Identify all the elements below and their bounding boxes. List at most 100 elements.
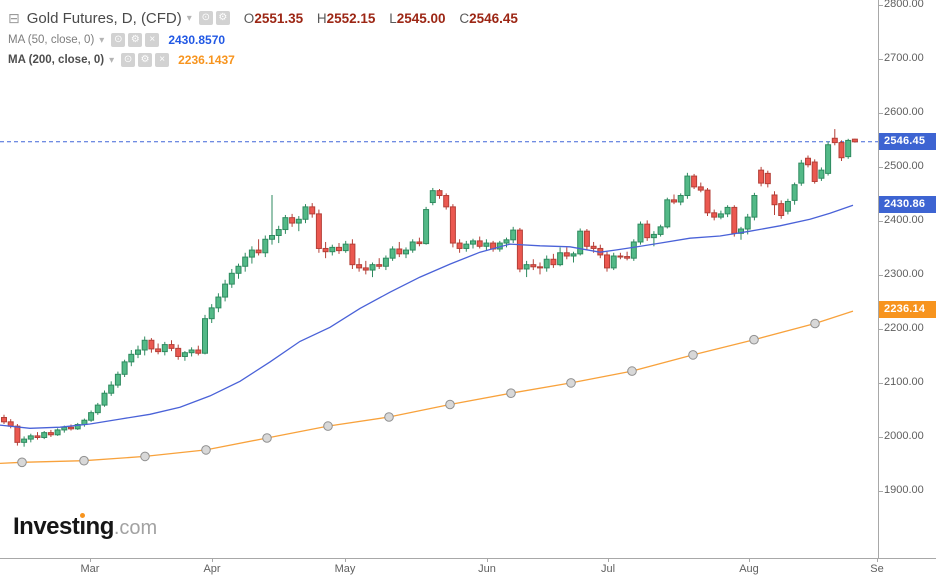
candle-down xyxy=(691,175,698,188)
ma200-legend-row[interactable]: MA (200, close, 0) ▾ ⊙ ⚙ × 2236.1437 xyxy=(8,50,518,70)
candle-up xyxy=(181,352,188,357)
candle-up xyxy=(161,344,168,353)
ma-point-marker xyxy=(688,350,698,360)
ma50-line xyxy=(0,204,854,429)
investing-com-logo[interactable]: Investı ng.com xyxy=(13,513,157,541)
candle-up xyxy=(389,248,396,259)
close-icon[interactable]: × xyxy=(155,53,170,67)
chart-legend: ⊟ Gold Futures, D, (CFD) ▾ ⊙ ⚙ O2551.35 … xyxy=(8,6,518,70)
candle-down xyxy=(1,417,7,423)
price-axis-line xyxy=(878,0,879,558)
candle-down xyxy=(309,206,316,215)
time-tick-label: Apr xyxy=(203,563,221,575)
time-tick-label: Mar xyxy=(80,563,100,575)
visibility-icon[interactable]: ⊙ xyxy=(111,33,126,47)
chevron-down-icon[interactable]: ▾ xyxy=(99,34,105,46)
ohlc-readout: O2551.35 H2552.15 L2545.00 C2546.45 xyxy=(244,11,518,26)
gear-icon[interactable]: ⚙ xyxy=(138,53,153,67)
price-tick-mark xyxy=(878,166,883,168)
price-tick-label: 2800.00 xyxy=(884,0,924,11)
candle-down xyxy=(617,255,624,258)
price-tick-mark xyxy=(878,4,883,6)
candle-up xyxy=(382,257,389,267)
ma-point-marker xyxy=(384,412,394,422)
time-tick-label: Jul xyxy=(600,563,616,575)
candle-up xyxy=(577,230,584,255)
visibility-icon[interactable]: ⊙ xyxy=(198,11,213,25)
candle-down xyxy=(851,138,858,143)
candle-up xyxy=(570,253,577,257)
candle-down xyxy=(336,246,342,252)
candle-up xyxy=(483,242,490,247)
candle-up xyxy=(41,432,48,438)
candle-down xyxy=(764,172,771,185)
candle-down xyxy=(604,254,610,269)
candle-up xyxy=(503,239,510,244)
chevron-down-icon[interactable]: ▾ xyxy=(186,12,192,24)
symbol-legend-row[interactable]: ⊟ Gold Futures, D, (CFD) ▾ ⊙ ⚙ O2551.35 … xyxy=(8,6,518,30)
open-value: 2551.35 xyxy=(254,10,304,26)
candle-down xyxy=(436,190,443,197)
candle-down xyxy=(758,169,765,184)
gear-icon[interactable]: ⚙ xyxy=(128,33,143,47)
ma-point-marker xyxy=(262,433,272,443)
candle-down xyxy=(315,213,322,249)
candle-down xyxy=(590,245,597,249)
candle-down xyxy=(195,349,202,354)
candle-up xyxy=(664,199,671,228)
candle-up xyxy=(188,349,195,354)
candle-down xyxy=(671,199,677,203)
candle-down xyxy=(838,142,845,159)
ma50-value: 2430.8570 xyxy=(168,33,226,47)
candle-up xyxy=(818,169,825,179)
ma-point-marker xyxy=(17,457,27,468)
candle-up xyxy=(744,216,751,230)
candle-down xyxy=(416,241,423,245)
candle-up xyxy=(208,307,215,320)
candle-up xyxy=(141,339,148,351)
time-tick-mark xyxy=(877,558,878,562)
ma-point-marker xyxy=(201,445,211,455)
ma-point-marker xyxy=(749,334,759,345)
ma-point-marker xyxy=(627,366,637,376)
time-tick-label: May xyxy=(334,563,356,575)
candle-down xyxy=(697,186,704,191)
time-tick-mark xyxy=(749,558,750,562)
candle-up xyxy=(282,217,289,231)
ma200-label: MA (200, close, 0) xyxy=(8,54,105,66)
candle-up xyxy=(295,218,302,224)
candle-up xyxy=(610,255,617,269)
collapse-icon[interactable]: ⊟ xyxy=(8,9,20,26)
candle-up xyxy=(369,264,376,271)
candle-up xyxy=(791,184,798,201)
price-tick-mark xyxy=(878,58,883,60)
price-tick-label: 2200.00 xyxy=(884,322,924,335)
candle-down xyxy=(168,344,175,349)
visibility-icon[interactable]: ⊙ xyxy=(121,53,136,67)
low-value: 2545.00 xyxy=(396,10,446,26)
candle-up xyxy=(108,384,115,394)
chevron-down-icon[interactable]: ▾ xyxy=(109,54,115,66)
candle-up xyxy=(121,361,128,375)
candle-down xyxy=(563,252,570,257)
price-tick-label: 1900.00 xyxy=(884,484,924,497)
time-tick-mark xyxy=(487,558,488,562)
candle-down xyxy=(34,435,41,438)
candle-down xyxy=(148,339,155,350)
close-label: C xyxy=(459,10,470,26)
low-label: L xyxy=(389,10,397,26)
candle-down xyxy=(155,348,162,353)
candle-down xyxy=(778,203,785,217)
time-tick-label: Se xyxy=(870,563,884,575)
ma200-line xyxy=(0,310,854,465)
symbol-title: Gold Futures, D, (CFD) xyxy=(26,9,182,27)
open-label: O xyxy=(243,10,255,26)
candle-up xyxy=(510,229,517,241)
candle-up xyxy=(248,249,255,258)
gear-icon[interactable]: ⚙ xyxy=(215,11,230,25)
ma50-legend-row[interactable]: MA (50, close, 0) ▾ ⊙ ⚙ × 2430.8570 xyxy=(8,30,518,50)
candle-up xyxy=(27,435,34,440)
close-icon[interactable]: × xyxy=(145,33,160,47)
candle-up xyxy=(262,238,269,254)
